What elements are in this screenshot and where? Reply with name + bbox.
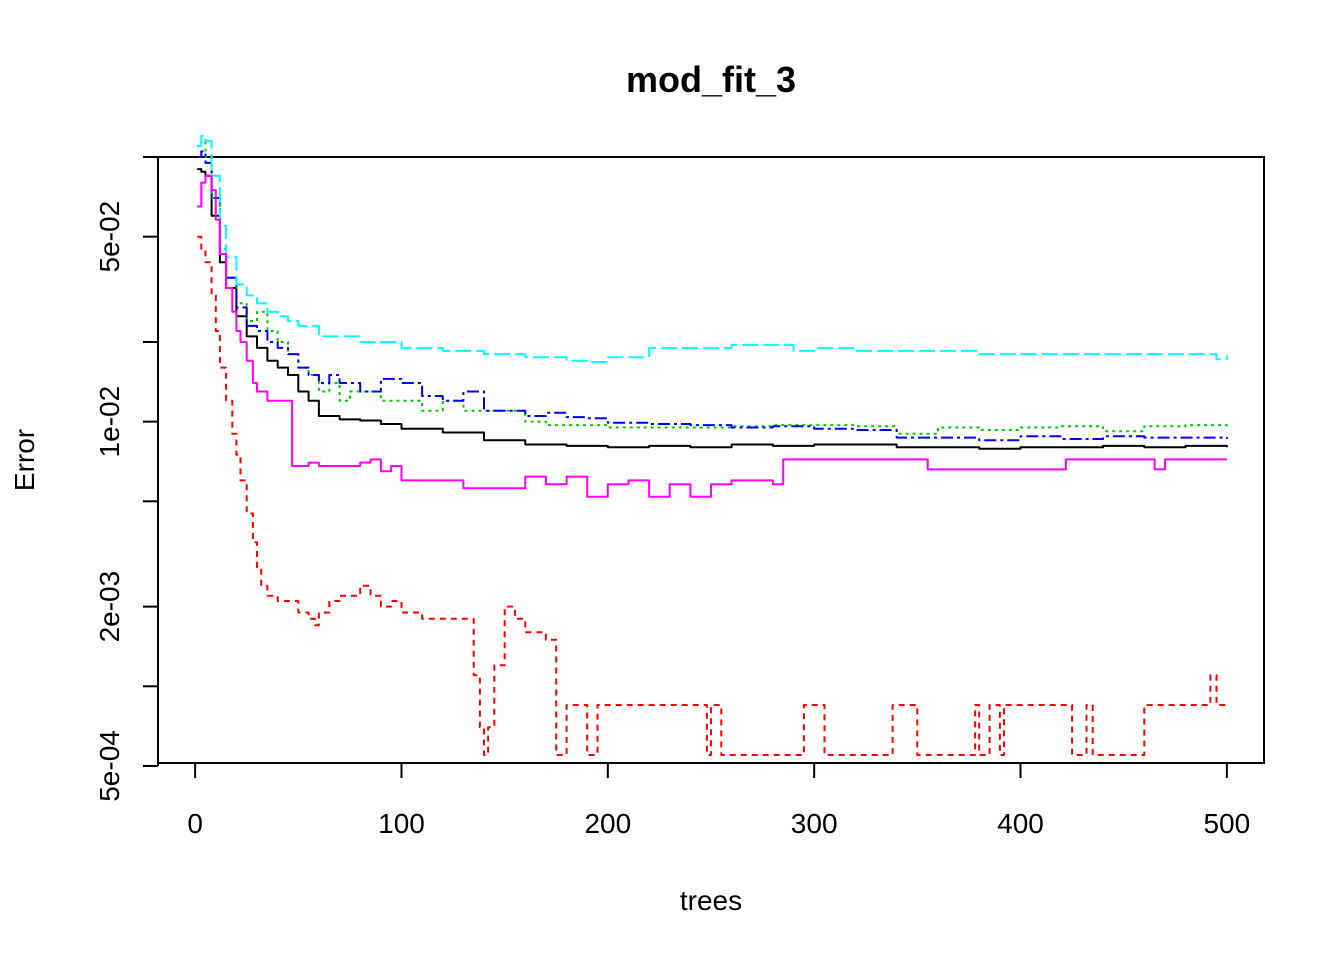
- x-axis-label: trees: [680, 885, 742, 916]
- series-line-5: [197, 135, 1228, 363]
- x-axis: 0 100 200 300 400 500: [187, 762, 1250, 839]
- series-layer: [197, 135, 1228, 756]
- x-tick-label: 0: [187, 808, 203, 839]
- x-tick-label: 100: [378, 808, 425, 839]
- x-tick-label: 200: [584, 808, 631, 839]
- y-axis: 5e-04 2e-03 1e-02 5e-02: [94, 156, 159, 802]
- series-line-3: [197, 139, 1228, 435]
- y-tick-label: 5e-02: [94, 201, 125, 273]
- y-tick-label: 5e-04: [94, 730, 125, 802]
- x-tick-label: 400: [997, 808, 1044, 839]
- y-axis-label: Error: [9, 429, 40, 491]
- x-tick-label: 300: [791, 808, 838, 839]
- series-line-2: [197, 235, 1227, 756]
- series-line-1: [197, 168, 1228, 450]
- series-line-4: [197, 150, 1228, 442]
- y-tick-label: 2e-03: [94, 571, 125, 643]
- x-tick-label: 500: [1203, 808, 1250, 839]
- chart-title: mod_fit_3: [626, 59, 796, 100]
- series-line-6: [197, 174, 1227, 498]
- y-tick-label: 1e-02: [94, 386, 125, 458]
